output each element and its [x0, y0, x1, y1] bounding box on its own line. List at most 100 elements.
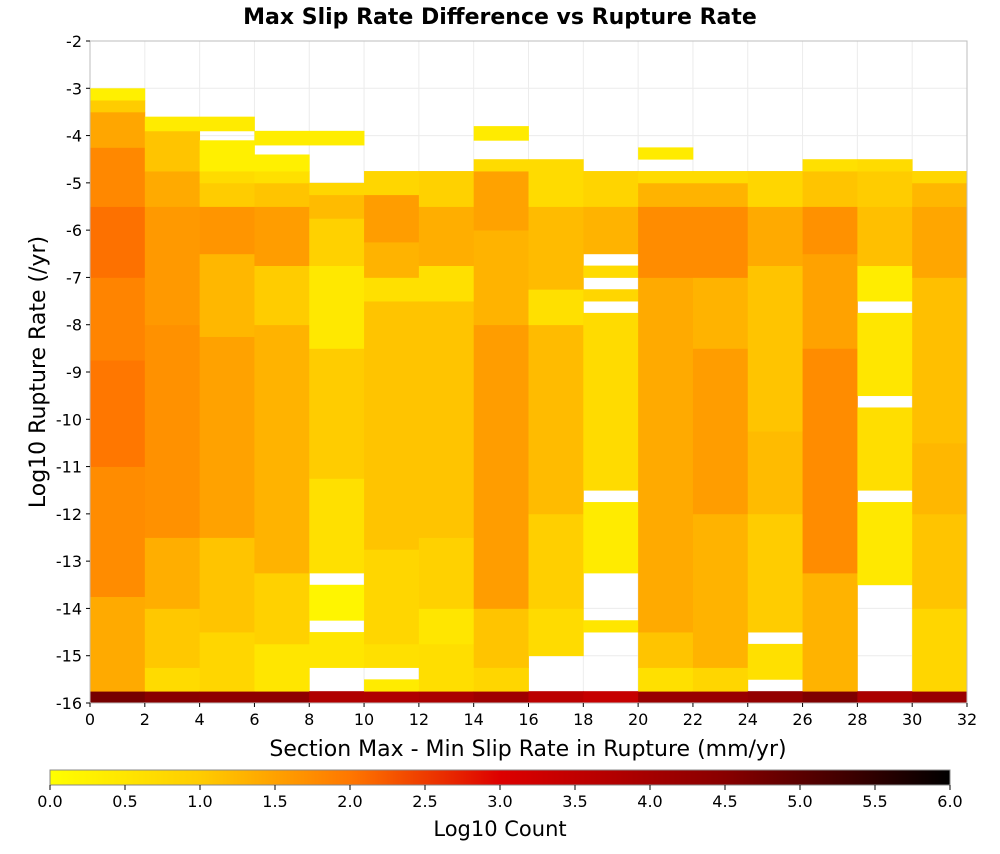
heatmap-cell — [747, 643, 803, 680]
heatmap-cell — [747, 513, 803, 633]
y-tick-label: -15 — [56, 647, 82, 666]
heatmap-cell — [90, 596, 146, 692]
heatmap-cell — [583, 620, 639, 633]
heatmap-cell — [857, 407, 913, 491]
heatmap-cell — [254, 182, 310, 207]
x-tick-label: 14 — [464, 710, 484, 729]
heatmap-cell — [199, 336, 255, 538]
x-tick-label: 26 — [792, 710, 812, 729]
heatmap-cell — [254, 572, 310, 645]
heatmap-cell — [309, 691, 365, 704]
heatmap-cell — [473, 608, 529, 668]
heatmap-cell — [144, 691, 201, 704]
heatmap-cell — [747, 431, 803, 515]
heatmap-cell — [364, 194, 420, 243]
heatmap-cell — [309, 584, 365, 621]
heatmap-cell — [418, 171, 475, 207]
heatmap-cell — [692, 667, 749, 692]
heatmap-cell — [692, 206, 749, 278]
heatmap-cell — [638, 691, 694, 704]
heatmap-cell — [199, 206, 255, 255]
heatmap-cell — [144, 324, 201, 538]
heatmap-cell — [747, 265, 803, 432]
heatmap-cell — [199, 537, 255, 633]
heatmap-cell — [90, 360, 146, 467]
heatmap-cell — [90, 88, 146, 101]
heatmap-cell — [583, 691, 639, 704]
colorbar-tick-label: 0.5 — [112, 792, 137, 811]
x-tick-label: 16 — [518, 710, 538, 729]
heatmap-cell — [144, 667, 201, 692]
heatmap-cell — [254, 324, 310, 574]
colorbar-tick-label: 2.5 — [412, 792, 437, 811]
heatmap-cell — [418, 608, 475, 645]
x-tick-label: 32 — [957, 710, 977, 729]
heatmap-cell — [692, 277, 749, 349]
heatmap-cell — [692, 513, 749, 668]
colorbar-tick-label: 1.0 — [187, 792, 212, 811]
x-tick-label: 2 — [140, 710, 150, 729]
y-tick-label: -10 — [56, 410, 82, 429]
colorbar-tick-label: 0.0 — [37, 792, 62, 811]
y-tick-label: -13 — [56, 552, 82, 571]
heatmap-cell — [418, 265, 475, 302]
x-tick-label: 28 — [847, 710, 867, 729]
heatmap-cell — [912, 277, 968, 444]
x-tick-label: 18 — [573, 710, 593, 729]
heatmap-cell — [638, 171, 694, 184]
colorbar-tick-label: 5.0 — [787, 792, 812, 811]
heatmap-cell — [692, 182, 749, 207]
heatmap-cell — [364, 277, 420, 302]
x-tick-label: 8 — [304, 710, 314, 729]
heatmap-cell — [692, 171, 749, 184]
heatmap-cell — [473, 691, 529, 704]
heatmap-cell — [364, 679, 420, 692]
heatmap-cell — [309, 182, 365, 196]
heatmap-cell — [473, 667, 529, 692]
colorbar-tick-label: 5.5 — [862, 792, 887, 811]
y-axis-label: Log10 Rupture Rate (/yr) — [26, 236, 51, 508]
heatmap-cell — [254, 691, 310, 704]
heatmap-cell — [802, 348, 858, 574]
heatmap-cell — [583, 265, 639, 278]
y-tick-label: -2 — [66, 32, 82, 51]
colorbar-tick-label: 2.0 — [337, 792, 362, 811]
heatmap-cell — [638, 667, 694, 692]
heatmap-cell — [199, 171, 255, 184]
y-tick-label: -8 — [66, 316, 82, 335]
heatmap-cell — [364, 691, 420, 704]
heatmap-cell — [912, 442, 968, 515]
x-tick-label: 6 — [249, 710, 259, 729]
heatmap-cell — [254, 171, 310, 184]
heatmap-cell — [418, 206, 475, 267]
heatmap-cell — [199, 116, 255, 132]
heatmap-cell — [90, 147, 146, 207]
heatmap-cell — [857, 265, 913, 302]
colorbar-tick-label: 4.5 — [712, 792, 737, 811]
y-tick-label: -3 — [66, 79, 82, 98]
heatmap-cells — [90, 88, 968, 704]
heatmap-cell — [473, 324, 529, 609]
x-tick-label: 24 — [738, 710, 758, 729]
y-tick-label: -16 — [56, 694, 82, 713]
heatmap-cell — [144, 206, 201, 326]
heatmap-cell — [747, 206, 803, 267]
x-tick-label: 30 — [902, 710, 922, 729]
heatmap-cell — [638, 147, 694, 160]
heatmap-cell — [309, 265, 365, 349]
heatmap-cell — [364, 241, 420, 278]
heatmap-cell — [90, 466, 146, 598]
colorbar-tick-label: 4.0 — [637, 792, 662, 811]
heatmap-cell — [309, 632, 365, 668]
heatmap-cell — [199, 140, 255, 172]
heatmap-cell — [309, 478, 365, 574]
heatmap-cell — [199, 632, 255, 692]
heatmap-cell — [90, 206, 146, 278]
heatmap-cell — [199, 691, 255, 704]
heatmap-cell — [473, 230, 529, 326]
heatmap-cell — [692, 348, 749, 515]
heatmap-cell — [912, 182, 968, 207]
heatmap-cell — [309, 218, 365, 267]
y-axis-ticks: -2 -3 -4 -5 -6 -7 -8 -9 -10 -11 -12 -13 -14 -15 -16 — [56, 32, 90, 713]
colorbar — [49, 769, 951, 786]
